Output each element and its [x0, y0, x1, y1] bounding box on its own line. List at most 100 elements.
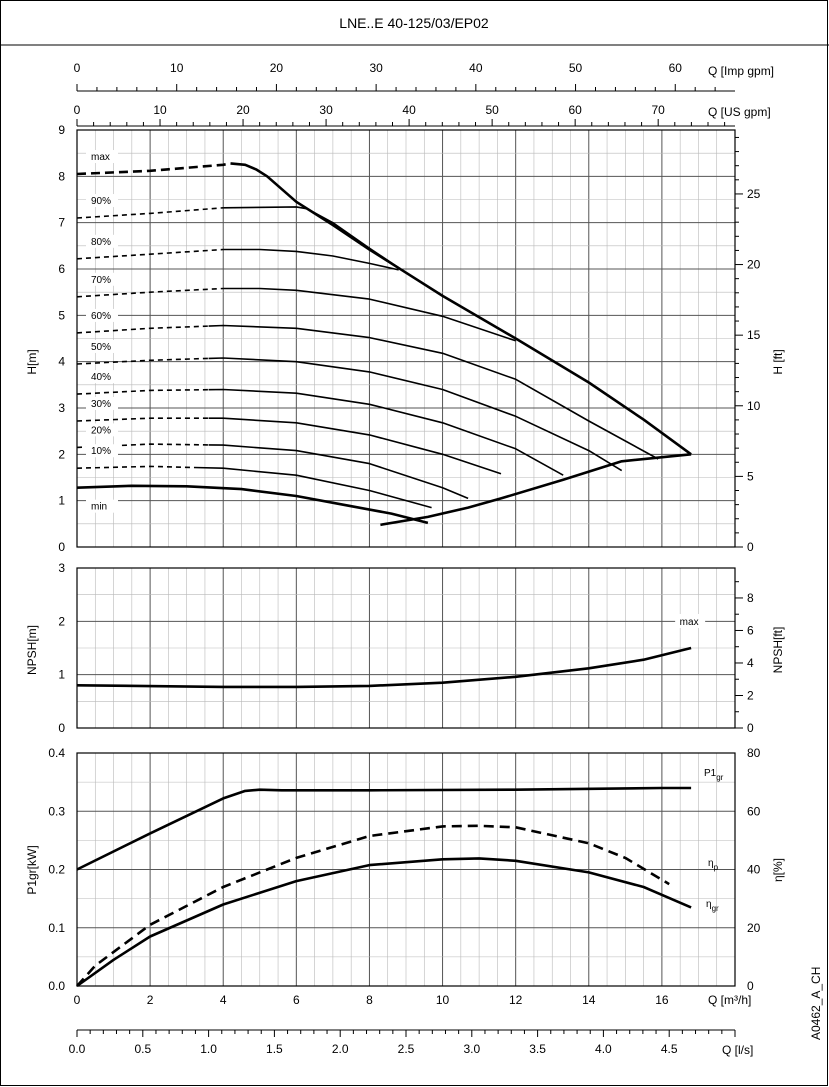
q-m3h-tick-label: 6	[293, 993, 300, 1007]
q-m3h-tick-label: 12	[509, 993, 523, 1007]
npsh-ft-axis-title: NPSH[ft]	[771, 627, 785, 674]
npsh-m-tick-label: 0	[58, 721, 65, 735]
chart-title: LNE..E 40-125/03/EP02	[339, 15, 489, 31]
npsh-ft-tick-label: 0	[747, 721, 754, 735]
q-m3h-tick-label: 14	[582, 993, 596, 1007]
head-curve-80pct-dashed	[76, 248, 224, 260]
head-curve-20pct-dashed	[76, 443, 209, 449]
h-ft-tick-label: 0	[747, 540, 754, 554]
h-m-tick-label: 4	[58, 355, 65, 369]
eta-tick-label: 60	[747, 804, 761, 818]
plot-frame	[76, 567, 736, 729]
q-us-tick-label: 70	[652, 103, 666, 117]
eta-p-curve	[76, 824, 670, 987]
q-m3h-tick-label: 2	[147, 993, 154, 1007]
q-imp-tick-label: 60	[669, 61, 683, 75]
npsh-ft-tick-label: 8	[747, 591, 754, 605]
q-m3h-tick-label: 10	[436, 993, 450, 1007]
speed-label-min: min	[91, 502, 107, 513]
head-grid	[76, 129, 736, 548]
head-curve-50pct-dashed	[76, 357, 209, 365]
h-ft-tick-label: 25	[747, 187, 761, 201]
p1gr-tick-label: 0.4	[48, 746, 65, 760]
q-us-tick-label: 20	[236, 103, 250, 117]
speed-label-bg	[86, 370, 118, 384]
q-us-tick-label: 0	[74, 103, 81, 117]
q-ls-tick-label: 2.5	[398, 1042, 415, 1056]
speed-label-bg	[86, 423, 118, 437]
speed-label-bg	[86, 339, 118, 353]
h-m-tick-label: 1	[58, 494, 65, 508]
head-curve-50pct	[208, 357, 623, 472]
npsh-m-tick-label: 2	[58, 614, 65, 628]
drawing-code: A0462_A_CH	[809, 967, 823, 1040]
q-ls-tick-label: 4.0	[595, 1042, 612, 1056]
eta-axis-title: η[%]	[771, 858, 785, 882]
npsh-ft-tick-label: 6	[747, 623, 754, 637]
q-imp-tick-label: 10	[170, 61, 184, 75]
q-m3h-tick-label: 4	[220, 993, 227, 1007]
q-ls-tick-label: 3.0	[463, 1042, 480, 1056]
npsh-curve-max	[76, 646, 692, 689]
q-imp-tick-label: 0	[74, 61, 81, 75]
q-ls-tick-label: 2.0	[332, 1042, 349, 1056]
speed-label-80pct: 80%	[91, 237, 111, 248]
q-imp-tick-label: 40	[469, 61, 483, 75]
speed-label-70pct: 70%	[91, 275, 111, 286]
head-curve-40pct-dashed	[76, 388, 209, 395]
speed-label-bg	[86, 194, 118, 208]
q-us-tick-label: 60	[568, 103, 582, 117]
q-ls-tick-label: 1.5	[266, 1042, 283, 1056]
head-curve-60pct-dashed	[76, 325, 209, 334]
q-m3h-tick-label: 16	[655, 993, 669, 1007]
npsh-ft-tick-label: 2	[747, 688, 754, 702]
h-m-tick-label: 2	[58, 447, 65, 461]
head-curve-30pct-dashed	[76, 417, 209, 422]
p1gr-curve	[76, 786, 692, 871]
eta-tick-label: 40	[747, 863, 761, 877]
head-curve-max-dashed	[76, 162, 231, 176]
head-curve-80pct	[223, 248, 399, 271]
speed-label-bg	[86, 499, 118, 513]
p1gr-tick-label: 0.1	[48, 921, 65, 935]
speed-label-max: max	[91, 152, 110, 163]
q-imp-tick-label: 30	[369, 61, 383, 75]
h-ft-axis-title: H [ft]	[771, 349, 785, 374]
h-ft-tick-label: 15	[747, 328, 761, 342]
h-m-tick-label: 8	[58, 169, 65, 183]
speed-label-bg	[86, 396, 118, 410]
npsh-ft-tick-label: 4	[747, 656, 754, 670]
npsh-curve-label: max	[680, 617, 699, 628]
head-curve-10pct	[193, 466, 432, 509]
p1gr-subscript: gr	[716, 773, 723, 782]
eta-tick-label: 20	[747, 921, 761, 935]
plot-frame	[76, 129, 736, 548]
npsh-m-axis-title: NPSH[m]	[25, 625, 39, 675]
speed-label-40pct: 40%	[91, 372, 111, 383]
p1gr-tick-label: 0.0	[48, 979, 65, 993]
head-curve-90pct-dashed	[76, 207, 224, 219]
q-ls-tick-label: 4.5	[661, 1042, 678, 1056]
speed-label-bg	[86, 308, 118, 322]
eta-tick-label: 80	[747, 746, 761, 760]
head-curve-min	[76, 484, 429, 525]
h-m-tick-label: 7	[58, 216, 65, 230]
head-curve-20pct	[208, 444, 469, 500]
q-ls-tick-label: 1.0	[200, 1042, 217, 1056]
head-curve-minimum-boundary	[380, 453, 692, 527]
eta-p-curve-label: ηp	[708, 858, 719, 872]
q-ls-tick-label: 0.0	[69, 1042, 86, 1056]
q-m3h-tick-label: 8	[366, 993, 373, 1007]
p1gr-tick-label: 0.2	[48, 863, 65, 877]
eta-p-subscript: p	[714, 863, 719, 872]
head-curve-10pct-dashed	[76, 465, 195, 469]
h-ft-tick-label: 10	[747, 399, 761, 413]
q-us-tick-label: 40	[402, 103, 416, 117]
npsh-grid	[76, 567, 736, 729]
q-imp-gpm-unit: Q [Imp gpm]	[708, 64, 774, 78]
p1gr-axis-title: P1gr[kW]	[25, 845, 39, 894]
q-m3h-tick-label: 0	[74, 993, 81, 1007]
speed-label-10pct: 10%	[91, 446, 111, 457]
p1gr-tick-label: 0.3	[48, 804, 65, 818]
